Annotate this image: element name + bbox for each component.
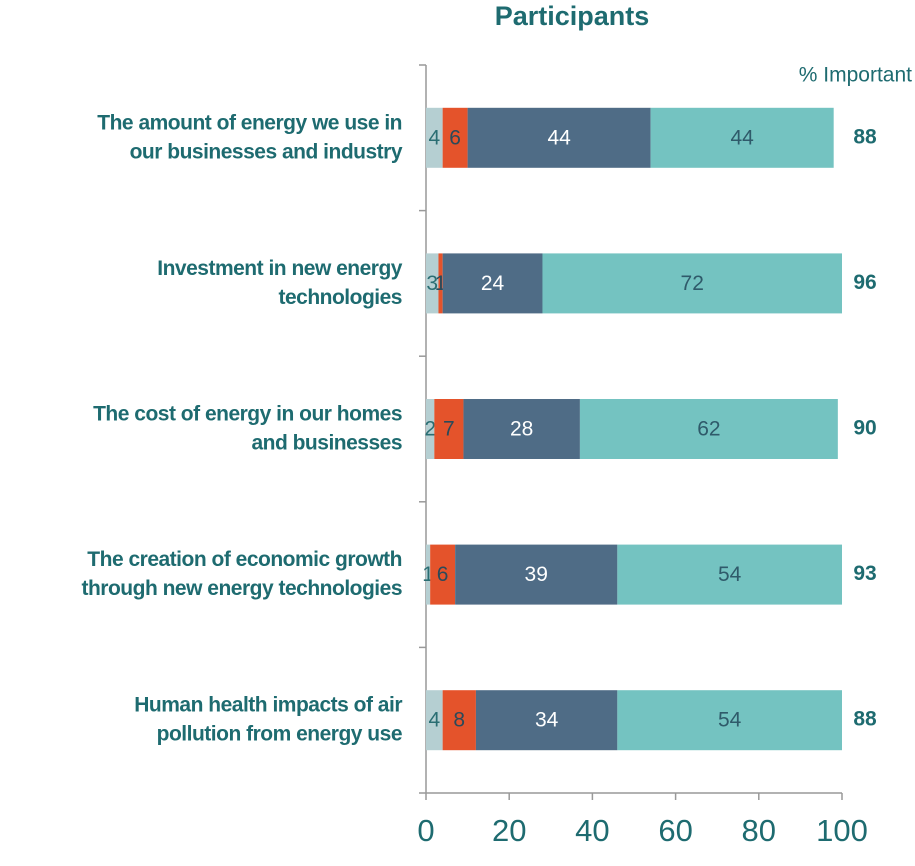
- x-tick-label: 100: [816, 813, 868, 848]
- bar-segment: [475, 690, 618, 751]
- value-label: 6: [449, 126, 461, 149]
- value-label: 6: [437, 563, 449, 586]
- value-label: 8: [453, 709, 465, 732]
- value-label: 44: [730, 126, 754, 149]
- value-label: 62: [697, 418, 720, 441]
- value-label: 7: [443, 418, 455, 441]
- important-value: 90: [853, 417, 876, 440]
- x-tick-label: 80: [742, 813, 776, 848]
- bar-segment: [426, 544, 431, 605]
- bar-segment: [426, 690, 443, 751]
- value-label: 1: [422, 563, 434, 586]
- value-label: 3: [426, 272, 438, 295]
- important-value: 88: [853, 125, 877, 148]
- bar-segment: [442, 107, 468, 168]
- value-label: 44: [547, 126, 571, 149]
- bar-segment: [438, 253, 443, 314]
- annotation: % Important: [799, 64, 912, 87]
- important-value: 96: [853, 271, 876, 294]
- value-label: 54: [718, 563, 742, 586]
- important-value: 88: [853, 708, 877, 731]
- bar-segment: [442, 690, 476, 751]
- bar-segment: [442, 253, 543, 314]
- bar-segment: [542, 253, 842, 314]
- bar-segment: [426, 253, 439, 314]
- chart-title: Participants: [495, 1, 650, 31]
- value-label: 34: [535, 709, 559, 732]
- x-tick-label: 60: [658, 813, 692, 848]
- bar-segment: [434, 399, 464, 459]
- value-label: 39: [525, 563, 548, 586]
- bar-segment: [579, 399, 838, 459]
- bar-segment: [455, 544, 618, 605]
- bar-segment: [650, 107, 834, 168]
- category-label: Investment in new energy technologies: [157, 256, 403, 308]
- value-label: 54: [718, 709, 742, 732]
- value-label: 2: [424, 418, 436, 441]
- bar-segment: [617, 544, 842, 605]
- value-label: 4: [428, 126, 440, 149]
- bar-segment: [426, 107, 443, 168]
- value-label: 4: [428, 709, 440, 732]
- x-tick-label: 20: [492, 813, 526, 848]
- category-label: The cost of energy in our homes and busin…: [93, 402, 402, 454]
- category-label: The amount of energy we use in our busine…: [97, 111, 403, 163]
- category-label: Human health impacts of air pollution fro…: [134, 693, 402, 745]
- value-label: 24: [481, 272, 505, 295]
- value-label: 1: [435, 272, 447, 295]
- category-label: The creation of economic growth through n…: [81, 548, 402, 600]
- bar-segment: [467, 107, 651, 168]
- bar-segment: [617, 690, 842, 751]
- value-label: 72: [681, 272, 704, 295]
- important-value: 93: [853, 562, 876, 585]
- bar-segment: [430, 544, 456, 605]
- value-label: 28: [510, 418, 533, 441]
- bar-segment: [463, 399, 580, 459]
- x-tick-label: 40: [575, 813, 609, 848]
- bar-segment: [426, 399, 435, 459]
- x-tick-label: 0: [417, 813, 434, 848]
